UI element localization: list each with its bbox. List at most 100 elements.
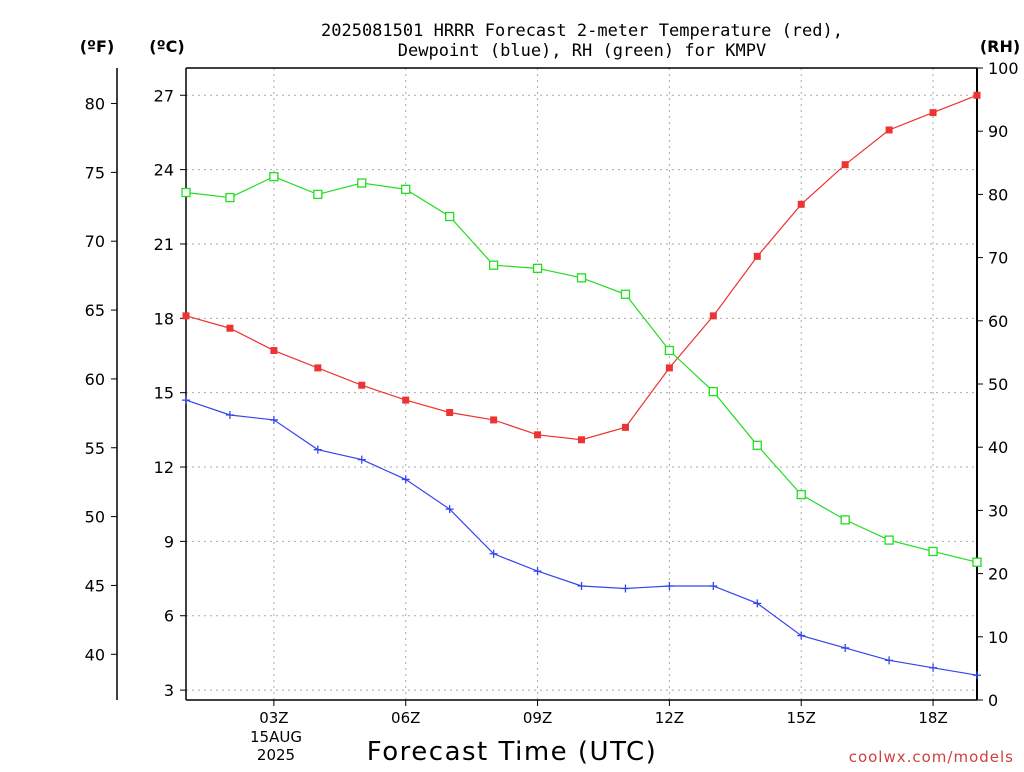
rh-point (269, 172, 279, 182)
temperature-point (665, 364, 673, 372)
date-label-year: 2025 (257, 746, 295, 764)
rh-point (532, 263, 543, 273)
fahrenheit-tick-label: 40 (85, 645, 105, 664)
rh-tick-label: 30 (988, 501, 1008, 520)
dewpoint-point (621, 584, 630, 593)
rh-unit-label: (RH) (980, 37, 1020, 56)
fahrenheit-tick-label: 50 (85, 508, 105, 527)
dewpoint-point (357, 455, 366, 464)
celsius-tick-label: 15 (154, 384, 174, 403)
x-tick-label: 09Z (523, 709, 552, 727)
dewpoint-point (313, 445, 322, 454)
rh-tick-label: 60 (988, 312, 1008, 331)
rh-tick-label: 90 (988, 122, 1008, 141)
temperature-point (534, 431, 542, 439)
date-label-day: 15AUG (250, 728, 302, 746)
watermark: coolwx.com/models (849, 748, 1014, 766)
dewpoint-point (577, 581, 586, 590)
celsius-tick-label: 12 (154, 458, 174, 477)
rh-tick-label: 80 (988, 185, 1008, 204)
rh-point (225, 192, 235, 203)
rh-tick-label: 70 (988, 249, 1008, 268)
dewpoint-point (401, 475, 410, 484)
temperature-point (314, 364, 322, 372)
rh-point (664, 345, 675, 356)
dewpoint-point (973, 671, 981, 680)
fahrenheit-unit-label: (ºF) (80, 37, 115, 56)
dewpoint-point (269, 415, 278, 424)
celsius-tick-label: 27 (154, 86, 174, 105)
rh-point (576, 273, 587, 283)
rh-point (796, 489, 806, 500)
rh-point (972, 557, 982, 567)
dewpoint-point (709, 581, 718, 590)
celsius-tick-label: 21 (154, 235, 174, 254)
temperature-series-line (185, 94, 978, 441)
dewpoint-point (885, 656, 894, 665)
fahrenheit-tick-label: 75 (85, 163, 105, 182)
rh-point (445, 211, 455, 222)
dewpoint-point (225, 410, 234, 419)
dewpoint-point (445, 505, 454, 514)
grid-lines (186, 68, 977, 700)
dewpoint-point (665, 581, 674, 590)
rh-point (488, 260, 499, 270)
rh-point (928, 546, 938, 557)
rh-point (884, 535, 894, 545)
x-axis-title: Forecast Time (UTC) (367, 737, 658, 767)
temperature-point (973, 91, 981, 99)
x-tick-label: 12Z (655, 709, 684, 727)
temperature-point (841, 161, 849, 169)
celsius-tick-label: 9 (164, 532, 174, 551)
temperature-point (621, 423, 629, 431)
temperature-point (709, 312, 717, 320)
dewpoint-point (841, 643, 850, 652)
dewpoint-point (929, 663, 938, 672)
fahrenheit-tick-label: 45 (85, 576, 105, 595)
temperature-point (797, 200, 805, 208)
chart-title-line2: Dewpoint (blue), RH (green) for KMPV (398, 41, 766, 61)
rh-tick-label: 40 (988, 438, 1008, 457)
rh-tick-label: 50 (988, 375, 1008, 394)
rh-point (357, 178, 367, 188)
dewpoint-point (182, 396, 190, 405)
rh-point (401, 184, 411, 194)
axes (111, 67, 983, 706)
x-tick-label: 03Z (259, 709, 288, 727)
rh-tick-label: 100 (988, 59, 1019, 78)
temperature-point (929, 109, 937, 117)
x-tick-label: 18Z (918, 709, 947, 727)
temperature-point (226, 324, 234, 332)
dewpoint-point (489, 549, 498, 558)
dewpoint-point (533, 567, 542, 576)
x-tick-label: 15Z (787, 709, 816, 727)
rh-tick-label: 20 (988, 565, 1008, 584)
dewpoint-point (753, 599, 762, 608)
fahrenheit-tick-label: 55 (85, 439, 105, 458)
rh-point (313, 189, 323, 200)
celsius-unit-label: (ºC) (149, 37, 184, 56)
rh-series-line (185, 176, 978, 563)
temperature-point (182, 312, 190, 320)
temperature-point (490, 416, 498, 424)
fahrenheit-tick-label: 80 (85, 95, 105, 114)
dewpoint-point (797, 631, 806, 640)
rh-tick-label: 0 (988, 691, 998, 710)
data-series (181, 91, 982, 680)
rh-point (620, 289, 631, 299)
rh-point (840, 515, 850, 525)
temperature-point (578, 436, 585, 444)
rh-point (181, 187, 191, 198)
temperature-point (446, 409, 454, 417)
temperature-point (753, 252, 761, 260)
fahrenheit-tick-label: 60 (85, 370, 105, 389)
rh-point (752, 440, 762, 450)
rh-point (708, 386, 718, 397)
chart-title-line1: 2025081501 HRRR Forecast 2-meter Tempera… (321, 21, 843, 41)
celsius-tick-label: 6 (164, 607, 174, 626)
celsius-tick-label: 18 (154, 309, 174, 328)
temperature-point (270, 347, 278, 355)
celsius-tick-label: 24 (154, 161, 174, 180)
temperature-point (402, 396, 410, 404)
